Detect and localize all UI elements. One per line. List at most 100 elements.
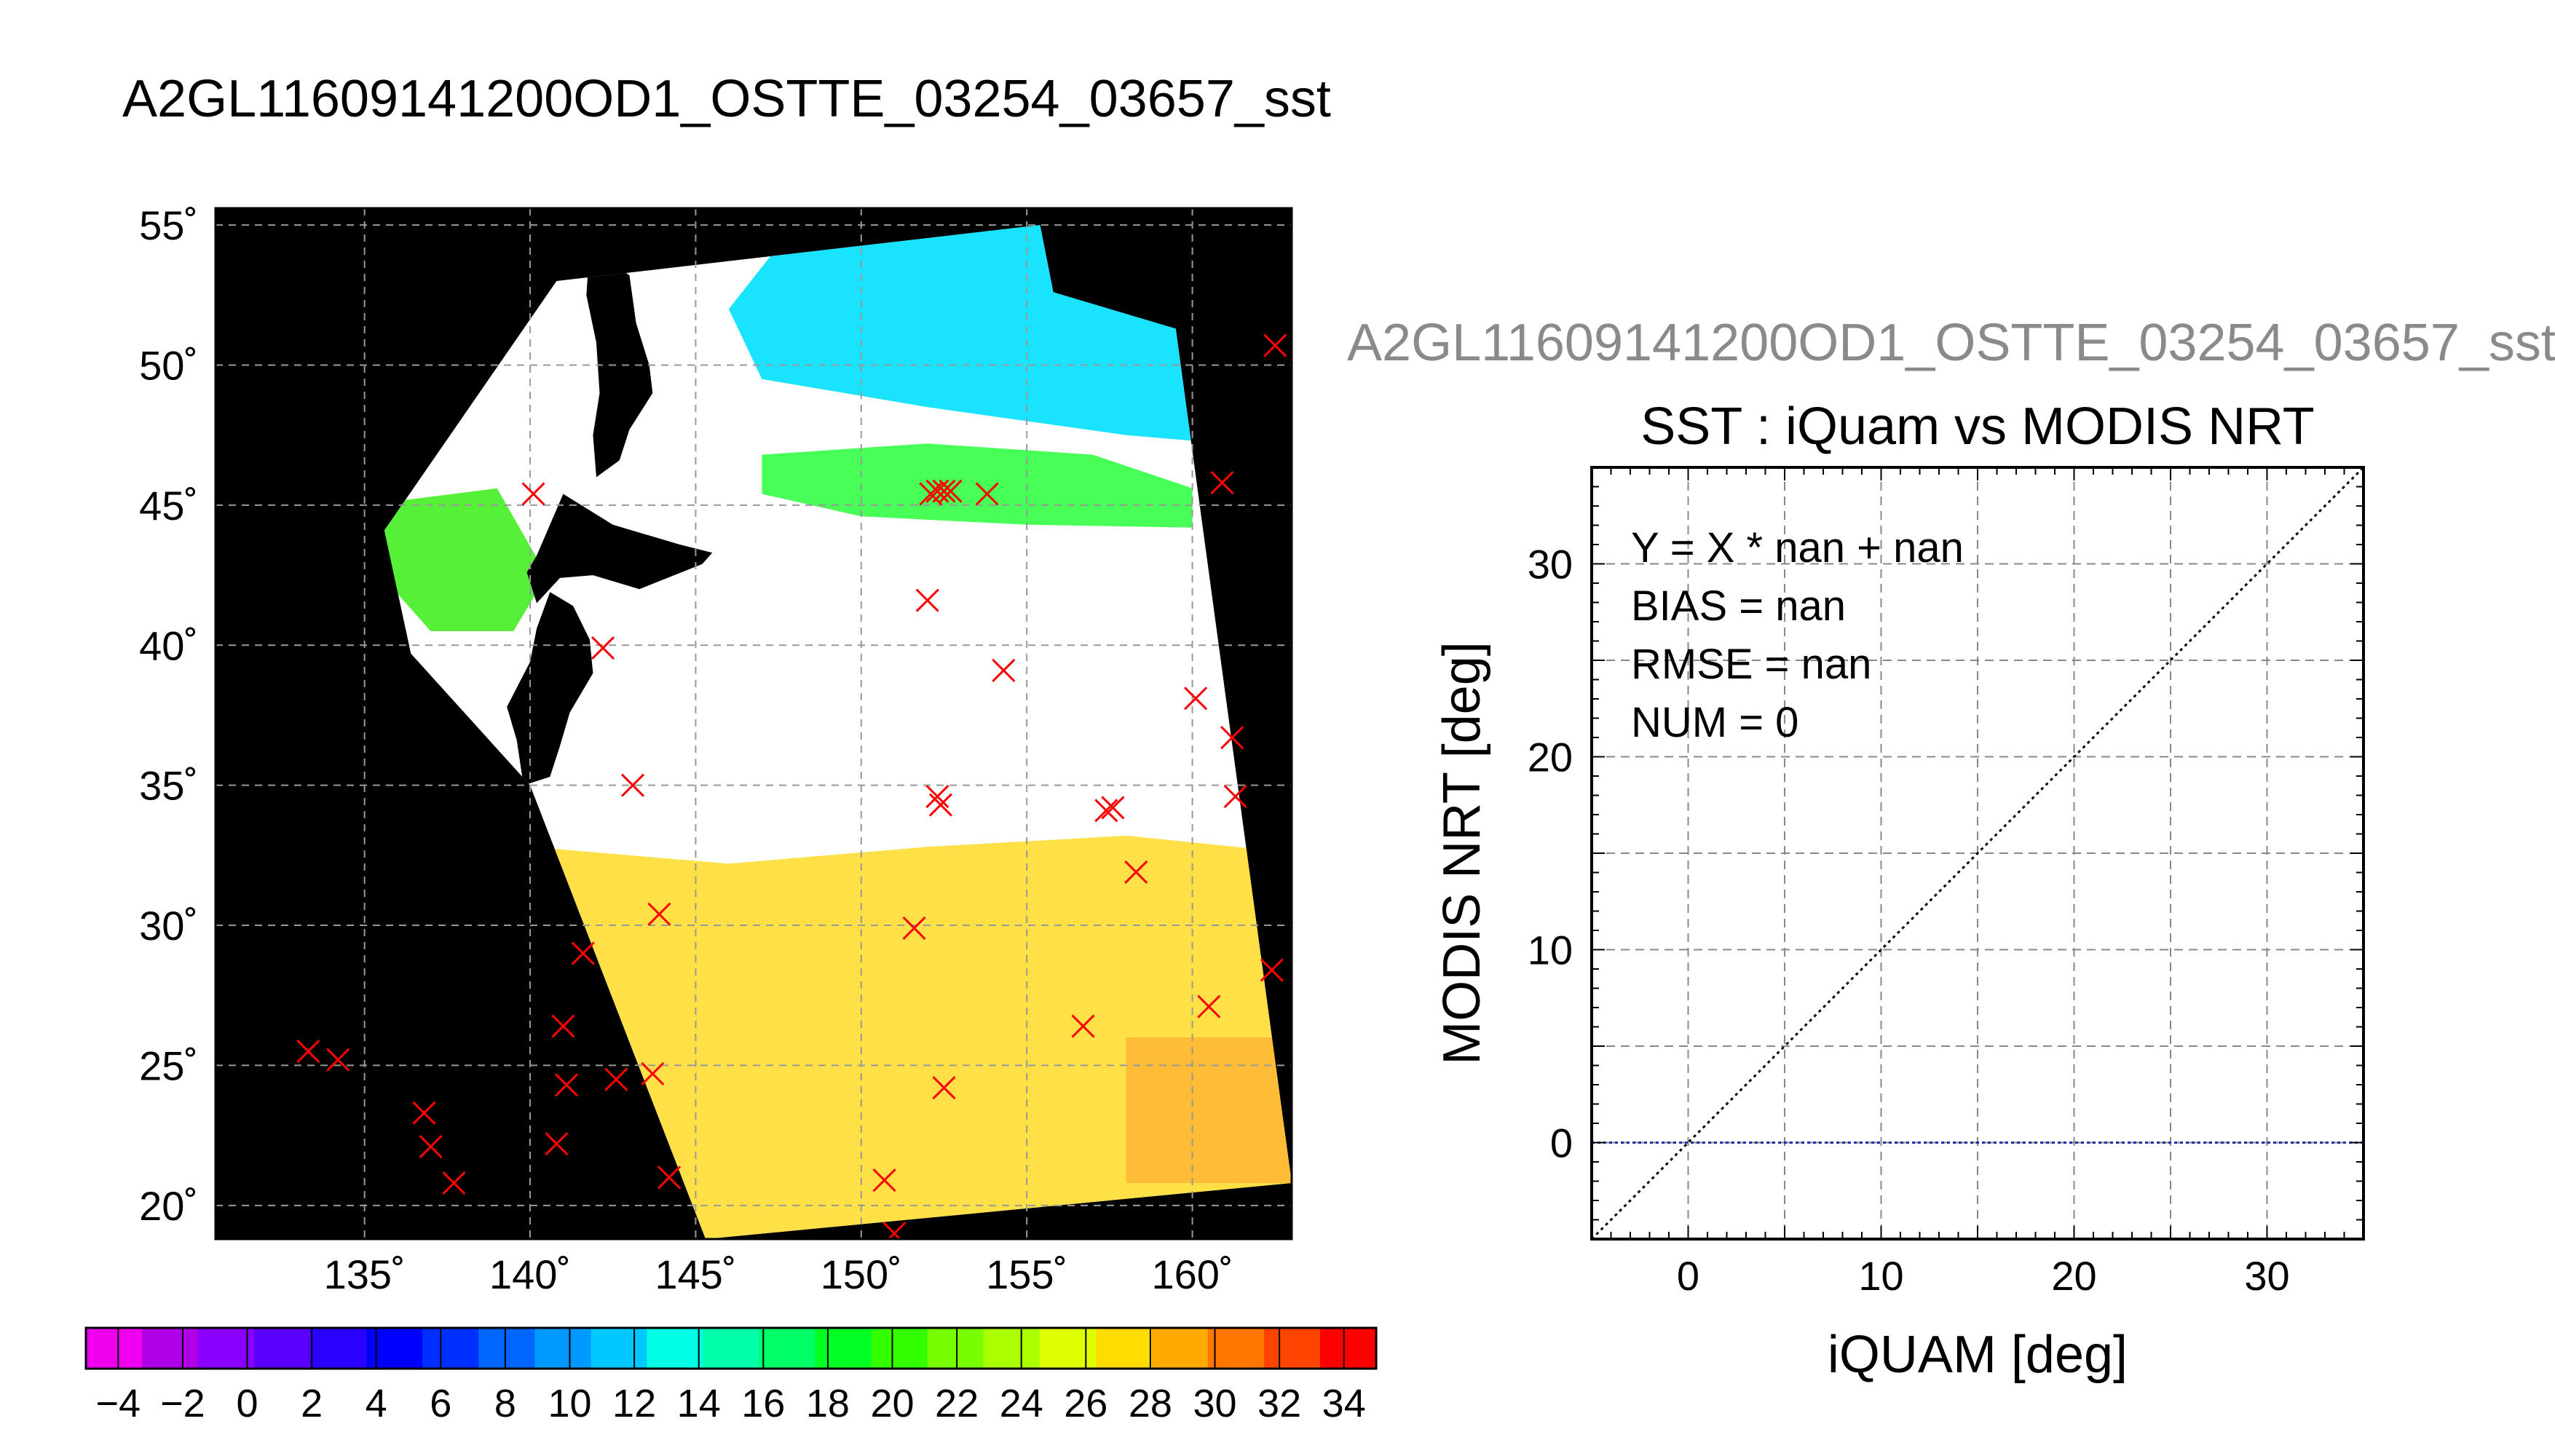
station-marker [1263, 333, 1287, 357]
identity-line [1590, 466, 2365, 1241]
station-marker [1071, 1014, 1095, 1038]
map-xtick-label: 155˚ [986, 1251, 1067, 1297]
map-xtick-label: 135˚ [324, 1251, 406, 1297]
station-marker [992, 658, 1016, 682]
kuril-islands [526, 494, 713, 604]
colorbar-bin [366, 1328, 423, 1369]
colorbar-tick-label: 4 [366, 1382, 387, 1425]
station-marker [647, 902, 671, 926]
colorbar-tick-label: 12 [612, 1382, 656, 1425]
colorbar-bin [1039, 1328, 1097, 1369]
colorbar-bin [815, 1328, 872, 1369]
colorbar-tick-label: 8 [494, 1382, 516, 1425]
map-xtick-label: 150˚ [821, 1251, 902, 1297]
x-axis-label: iQUAM [deg] [1828, 1326, 2128, 1384]
colorbar-tick-label: 28 [1129, 1382, 1172, 1425]
station-marker [1197, 994, 1221, 1018]
map-frame [214, 207, 1293, 1241]
sst-region-south-orange [1126, 1037, 1292, 1183]
station-marker [932, 1076, 956, 1100]
colorbar-tick-label: 0 [236, 1382, 258, 1425]
station-marker [915, 588, 939, 612]
station-marker [939, 479, 963, 503]
station-marker [419, 1134, 443, 1159]
colorbar-tick-label: 6 [430, 1382, 451, 1425]
japan-landmass [507, 592, 593, 786]
map-ytick-label: 55˚ [139, 202, 198, 248]
colorbar-bin [1319, 1328, 1377, 1369]
scatter-xtick-label: 20 [2051, 1253, 2096, 1299]
map-ytick-label: 30˚ [139, 903, 198, 949]
colorbar-bin [759, 1328, 816, 1369]
station-marker [296, 1040, 320, 1064]
station-marker [975, 482, 999, 506]
stats-num: NUM = 0 [1631, 699, 1798, 746]
colorbar-tick-label: 2 [301, 1382, 323, 1425]
colorbar-bin [1263, 1328, 1321, 1369]
colorbar-tick-label: −2 [160, 1382, 205, 1425]
colorbar-tick-label: 16 [741, 1382, 785, 1425]
map-ytick-label: 35˚ [139, 763, 198, 809]
map-ytick-label: 25˚ [139, 1042, 198, 1088]
station-marker [657, 1166, 682, 1190]
station-marker [412, 1101, 436, 1125]
stats-bias: BIAS = nan [1631, 582, 1846, 630]
station-marker [1184, 687, 1208, 711]
station-marker [1260, 958, 1284, 982]
colorbar-bin [591, 1328, 647, 1369]
colorbar-bin [647, 1328, 703, 1369]
scatter-reference-lines [1590, 466, 2365, 1241]
station-marker [872, 1168, 896, 1192]
scatter-ytick-label: 10 [1528, 927, 1573, 973]
station-marker [1210, 471, 1234, 495]
colorbar-bin [1151, 1328, 1209, 1369]
scatter-xtick-label: 10 [1858, 1253, 1903, 1299]
station-marker [1220, 726, 1244, 750]
station-marker [882, 1222, 907, 1239]
map-xtick-label: 145˚ [655, 1251, 736, 1297]
map-ytick-label: 50˚ [139, 342, 198, 388]
map-xtick-label: 140˚ [489, 1251, 571, 1297]
map-ytick-label: 45˚ [139, 483, 198, 529]
scatter-title: SST : iQuam vs MODIS NRT [1640, 397, 2315, 456]
colorbar-tick-label: 34 [1322, 1382, 1366, 1425]
map-panel: 135˚ 140˚ 145˚ 150˚ 155˚ 160˚ 20˚ 25˚ 30˚ 35˚ 40˚ 4… [139, 202, 1293, 1297]
station-marker [591, 636, 615, 660]
map-ytick-label: 40˚ [139, 622, 198, 668]
scatter-ytick-label: 20 [1528, 735, 1573, 780]
station-marker [1094, 799, 1118, 823]
colorbar: −4 −2 0 2 4 6 8 10 12 14 16 18 20 22 24 26 28 30 32 34 [84, 1326, 1378, 1425]
colorbar-bin [871, 1328, 928, 1369]
colorbar-tick-label: 18 [806, 1382, 850, 1425]
colorbar-bin [983, 1328, 1040, 1369]
colorbar-tick-label: 14 [677, 1382, 721, 1425]
station-marker [604, 1067, 628, 1091]
station-marker [521, 482, 545, 506]
colorbar-bin [478, 1328, 535, 1369]
station-marker [545, 1132, 569, 1156]
station-marker [620, 773, 645, 797]
station-marker [902, 916, 926, 940]
sst-region-sea-of-japan [384, 488, 547, 631]
stats-rmse: RMSE = nan [1631, 641, 1871, 688]
main-title: A2GL11609141200OD1_OSTTE_03254_03657_sst [122, 70, 1331, 128]
station-marker [1124, 860, 1148, 884]
map-tick-labels: 135˚ 140˚ 145˚ 150˚ 155˚ 160˚ 20˚ 25˚ 30˚ 35˚ 40˚ 4… [139, 202, 1233, 1297]
colorbar-bin [1095, 1328, 1153, 1369]
colorbar-bin [198, 1328, 255, 1369]
colorbar-tick-label: 26 [1064, 1382, 1107, 1425]
map-xtick-label: 160˚ [1152, 1251, 1233, 1297]
map-markers [296, 333, 1287, 1239]
station-marker [932, 479, 956, 503]
scatter-ytick-label: 0 [1550, 1120, 1573, 1166]
colorbar-bin [142, 1328, 199, 1369]
station-marker [641, 1061, 665, 1086]
station-marker [928, 793, 953, 817]
colorbar-bin [1207, 1328, 1265, 1369]
colorbar-bin [927, 1328, 984, 1369]
colorbar-tick-label: −4 [96, 1382, 141, 1425]
sakhalin-landmass [586, 247, 653, 478]
scatter-ytick-label: 30 [1528, 542, 1573, 587]
colorbar-bin [254, 1328, 311, 1369]
